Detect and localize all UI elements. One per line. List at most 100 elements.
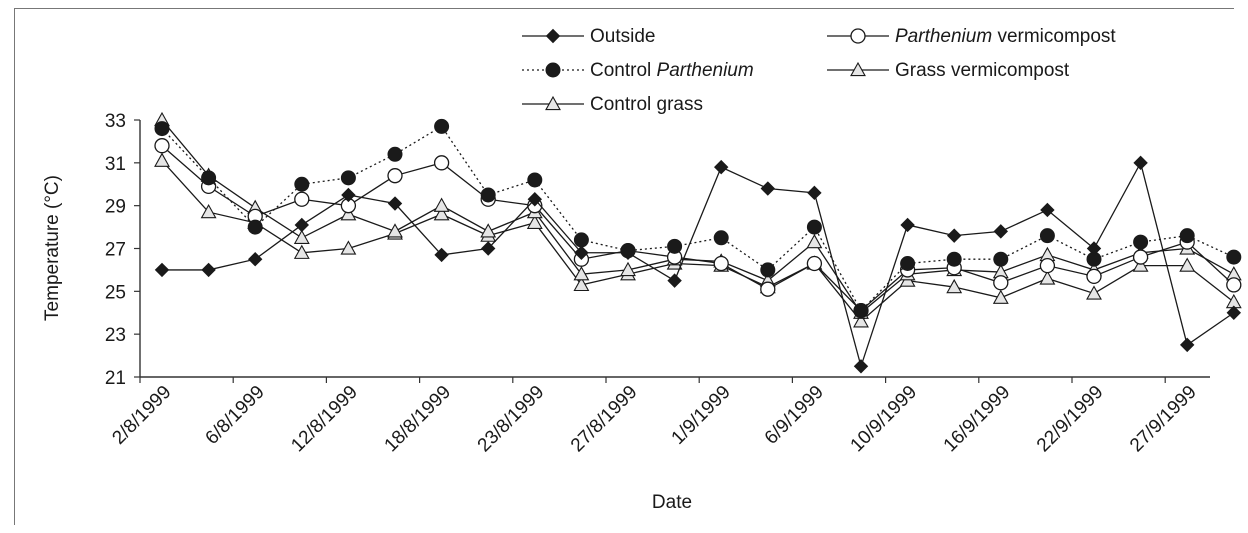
series-layer xyxy=(154,111,1242,374)
data-point xyxy=(667,238,683,254)
data-point xyxy=(806,255,823,272)
data-point xyxy=(760,281,776,297)
legend-item: Grass vermicompost xyxy=(827,60,1070,81)
data-point xyxy=(340,240,357,255)
data-point xyxy=(200,203,217,219)
data-point xyxy=(1179,257,1196,272)
data-point xyxy=(526,214,543,229)
y-tick-label: 33 xyxy=(105,111,126,132)
data-point xyxy=(713,159,729,175)
data-point xyxy=(573,232,589,248)
data-point xyxy=(806,233,823,249)
data-point xyxy=(340,170,356,186)
data-point xyxy=(433,155,450,171)
y-tick-label: 25 xyxy=(105,282,126,303)
data-point xyxy=(154,138,170,154)
data-point xyxy=(1086,268,1102,284)
data-point xyxy=(201,262,216,278)
data-point xyxy=(946,278,963,294)
data-point xyxy=(247,252,263,267)
legend-item: Parthenium vermicompost xyxy=(827,26,1116,47)
series-line xyxy=(161,160,1235,323)
data-point xyxy=(1132,257,1149,272)
legend-item: Control grass xyxy=(522,94,703,115)
x-axis-title: Date xyxy=(652,492,692,513)
legend: Outside Control Parthenium Control grass Pa… xyxy=(522,26,1116,115)
x-tick-label: 23/8/1999 xyxy=(474,382,549,457)
data-point xyxy=(760,262,776,278)
data-point xyxy=(433,197,450,212)
y-tick-label: 29 xyxy=(105,197,126,218)
legend-label: Outside xyxy=(590,26,655,47)
data-point xyxy=(853,303,869,319)
legend-label: Control Parthenium xyxy=(590,60,754,81)
data-point xyxy=(154,262,170,278)
data-point xyxy=(293,229,310,244)
data-point xyxy=(993,275,1009,291)
legend-marker xyxy=(545,62,561,78)
series-parthenium-vermicompost xyxy=(154,138,1242,319)
data-point xyxy=(293,244,310,259)
data-point xyxy=(807,185,822,201)
data-point xyxy=(387,168,403,184)
data-point xyxy=(713,230,729,246)
data-point xyxy=(1179,337,1195,353)
x-tick-label: 16/9/1999 xyxy=(940,382,1015,457)
data-point xyxy=(480,241,496,256)
data-point xyxy=(341,187,356,203)
y-tick-label: 21 xyxy=(105,368,126,389)
data-point xyxy=(1133,234,1149,250)
series-line xyxy=(161,125,1235,312)
data-point xyxy=(1226,305,1242,320)
data-point xyxy=(1133,155,1148,171)
legend-marker xyxy=(850,28,866,44)
data-point xyxy=(434,247,449,263)
data-point xyxy=(853,359,869,374)
data-point xyxy=(853,313,869,328)
data-point xyxy=(1039,270,1056,285)
x-tick-label: 10/9/1999 xyxy=(847,382,922,457)
x-tick-label: 1/9/1999 xyxy=(668,382,735,449)
series-control-grass xyxy=(154,111,1242,319)
x-tick-label: 27/9/1999 xyxy=(1126,382,1201,457)
series-control-parthenium xyxy=(154,118,1242,319)
data-point xyxy=(573,276,590,292)
data-point xyxy=(433,206,450,221)
series-grass-vermicompost xyxy=(154,152,1242,328)
legend-item: Control Parthenium xyxy=(522,60,754,81)
legend-marker xyxy=(545,28,561,44)
y-axis-title: Temperature (°C) xyxy=(42,175,63,321)
data-point xyxy=(434,118,450,134)
data-point xyxy=(201,170,217,186)
x-tick-label: 27/8/1999 xyxy=(567,382,642,457)
data-point xyxy=(713,255,729,272)
data-point xyxy=(1179,228,1195,244)
data-point xyxy=(760,181,776,196)
data-point xyxy=(620,245,636,260)
data-point xyxy=(387,146,403,162)
x-tick-label: 12/8/1999 xyxy=(287,382,362,457)
legend-label: Parthenium vermicompost xyxy=(895,26,1116,47)
data-point xyxy=(294,217,310,233)
data-point xyxy=(900,217,915,233)
data-point xyxy=(806,219,822,235)
chart-frame xyxy=(14,8,1234,525)
data-point xyxy=(340,206,357,221)
data-point xyxy=(154,152,170,167)
data-point xyxy=(620,261,636,277)
series-outside xyxy=(154,155,1242,374)
x-tick-label: 2/8/1999 xyxy=(108,382,175,449)
x-tick-label: 22/9/1999 xyxy=(1033,382,1108,457)
data-point xyxy=(992,289,1009,304)
y-tick-label: 27 xyxy=(105,240,126,261)
data-point xyxy=(574,245,589,260)
data-point xyxy=(667,273,682,288)
legend-label: Grass vermicompost xyxy=(895,60,1070,81)
data-point xyxy=(387,196,403,211)
legend-item: Outside xyxy=(522,26,655,47)
y-tick-label: 23 xyxy=(105,325,126,346)
data-point xyxy=(294,176,310,192)
data-point xyxy=(573,266,590,281)
series-line xyxy=(161,119,1235,314)
